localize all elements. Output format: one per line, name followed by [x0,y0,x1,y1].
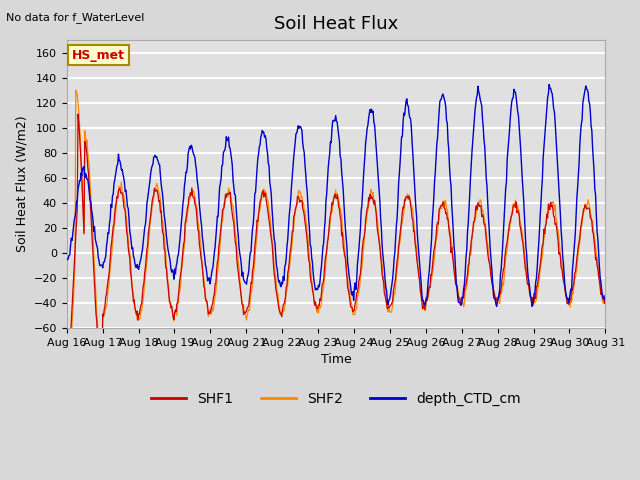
Text: HS_met: HS_met [72,49,125,62]
SHF2 [98,372,106,377]
SHF2 [184,207,192,213]
SHF2 [419,295,426,300]
depth_CTD_cm [63,256,70,262]
Y-axis label: Soil Heat Flux (W/m2): Soil Heat Flux (W/m2) [15,116,28,252]
SHF1 [184,205,191,211]
Line: SHF1: SHF1 [67,114,605,363]
SHF2 [212,282,220,288]
SHF2 [72,87,79,93]
depth_CTD_cm [602,293,609,299]
SHF1 [73,219,81,225]
SHF1 [418,299,426,304]
depth_CTD_cm [73,199,81,204]
Line: SHF2: SHF2 [67,90,605,374]
SHF2 [602,297,609,302]
Legend: SHF1, SHF2, depth_CTD_cm: SHF1, SHF2, depth_CTD_cm [146,386,526,412]
Title: Soil Heat Flux: Soil Heat Flux [274,15,398,33]
SHF1 [602,298,609,303]
depth_CTD_cm [545,82,553,87]
SHF2 [74,93,81,99]
Line: depth_CTD_cm: depth_CTD_cm [67,84,605,306]
SHF2 [63,369,70,374]
SHF2 [129,292,137,298]
SHF1 [63,360,70,366]
depth_CTD_cm [128,246,136,252]
SHF2 [403,194,411,200]
SHF1 [129,290,136,296]
depth_CTD_cm [417,279,425,285]
SHF1 [74,111,82,117]
X-axis label: Time: Time [321,353,351,366]
depth_CTD_cm [211,244,219,250]
SHF1 [212,280,220,286]
depth_CTD_cm [183,169,191,175]
SHF1 [402,194,410,200]
Text: No data for f_WaterLevel: No data for f_WaterLevel [6,12,145,23]
depth_CTD_cm [401,106,409,111]
depth_CTD_cm [528,303,536,309]
